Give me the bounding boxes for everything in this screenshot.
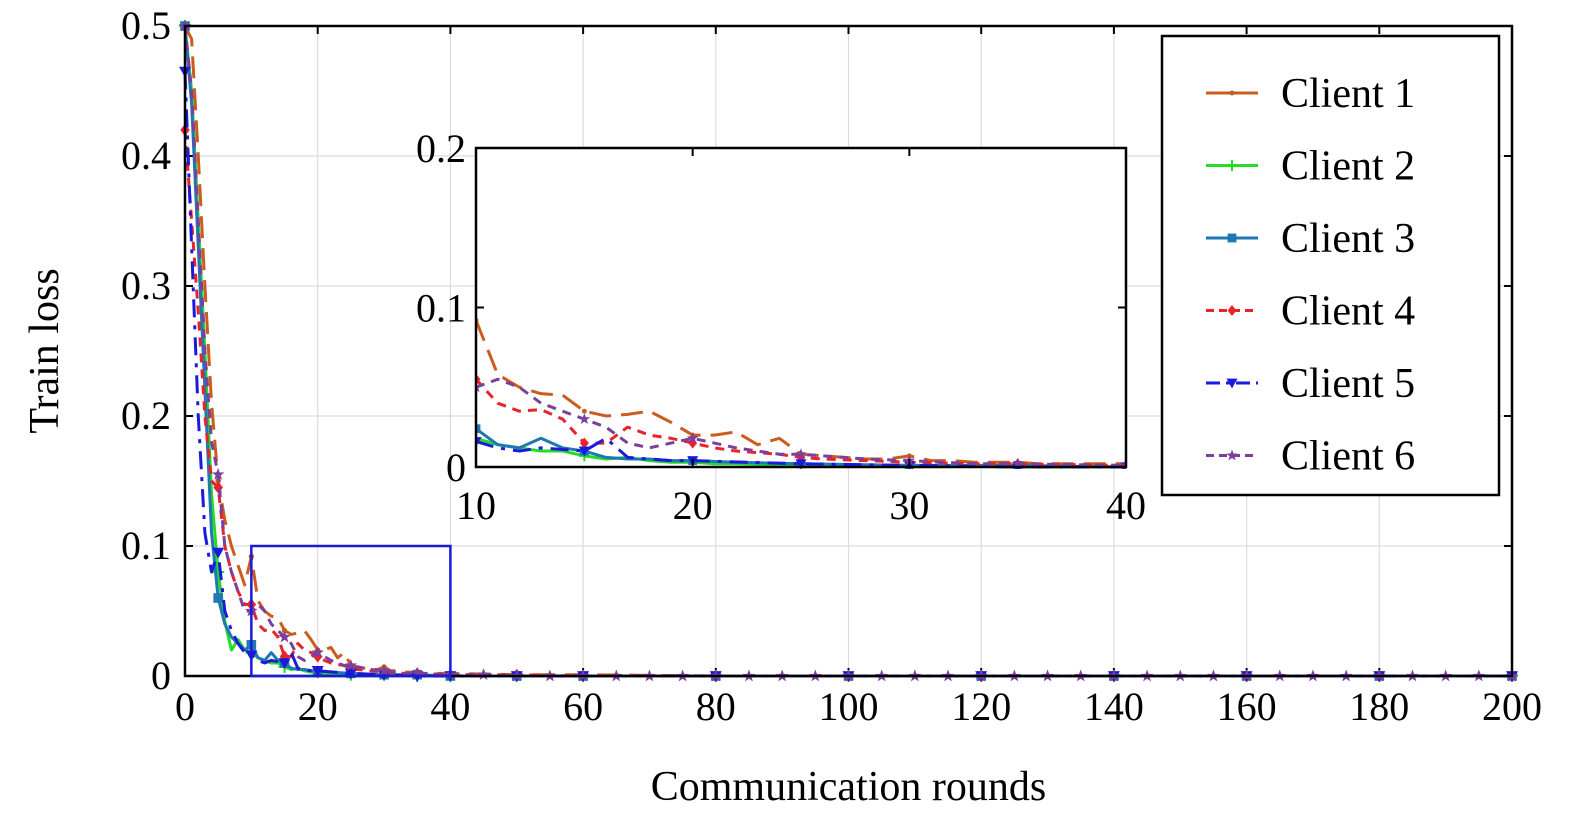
y-tick-label: 0 xyxy=(151,653,171,698)
legend-label: Client 3 xyxy=(1281,216,1415,262)
inset-x-tick-label: 40 xyxy=(1106,483,1146,528)
inset-data-point xyxy=(476,381,482,393)
x-tick-label: 40 xyxy=(430,684,470,729)
legend-item-6: Client 6 xyxy=(1206,434,1415,480)
legend-label: Client 4 xyxy=(1281,289,1415,335)
x-tick-label: 120 xyxy=(951,684,1011,729)
x-tick-label: 20 xyxy=(298,684,338,729)
data-point xyxy=(278,658,291,669)
legend-marker xyxy=(1226,378,1238,389)
inset-series-line xyxy=(476,378,1126,467)
x-tick-label: 160 xyxy=(1217,684,1277,729)
data-point xyxy=(311,646,324,658)
inset-series-line xyxy=(476,436,1126,469)
inset-series-line xyxy=(476,377,1126,467)
legend-item-4: Client 4 xyxy=(1206,289,1415,335)
x-tick-label: 140 xyxy=(1084,684,1144,729)
data-point xyxy=(213,481,223,494)
legend-label: Client 5 xyxy=(1281,361,1415,407)
data-point xyxy=(212,547,225,559)
legend-label: Client 2 xyxy=(1281,144,1415,190)
legend-label: Client 1 xyxy=(1281,71,1415,117)
inset-frame xyxy=(474,146,1128,469)
inset-data-point xyxy=(579,437,589,449)
data-point xyxy=(311,666,324,677)
y-tick-label: 0.2 xyxy=(121,393,171,438)
data-point xyxy=(477,668,490,681)
legend-box xyxy=(1160,34,1501,497)
inset-data-point xyxy=(686,432,699,444)
legend-item-3: Client 3 xyxy=(1206,216,1415,262)
inset-x-tick-label: 10 xyxy=(456,483,496,528)
data-point xyxy=(344,668,357,680)
legend-item-1: Client 1 xyxy=(1206,71,1415,117)
x-tick-label: 180 xyxy=(1349,684,1409,729)
inset-y-tick-label: 0.1 xyxy=(416,286,466,331)
y-axis-title: Train loss xyxy=(22,268,68,433)
legend-item-5: Client 5 xyxy=(1206,361,1415,407)
data-point xyxy=(278,630,291,643)
legend-marker xyxy=(1227,305,1237,316)
series-line xyxy=(183,25,1512,678)
legend-item-2: Client 2 xyxy=(1206,144,1415,190)
data-point xyxy=(213,593,223,603)
plot-frame xyxy=(183,24,1514,678)
y-tick-label: 0.4 xyxy=(121,133,171,178)
inset-data-point xyxy=(795,448,807,460)
data-point xyxy=(377,664,391,677)
y-tick-label: 0.5 xyxy=(121,3,171,48)
inset-series-6 xyxy=(476,377,1126,469)
inset-data-point xyxy=(476,437,482,447)
inset-data-point xyxy=(578,413,591,425)
inset-data-point xyxy=(581,408,587,414)
x-axis-title: Communication rounds xyxy=(651,764,1046,810)
legend-marker xyxy=(1227,233,1237,243)
data-point xyxy=(344,659,358,671)
inset-data-point xyxy=(476,424,481,434)
x-tick-label: 200 xyxy=(1482,684,1542,729)
legend-marker xyxy=(1226,449,1238,461)
data-point xyxy=(410,666,424,679)
inset-plot: 10 20 30 40 0 0.1 0.2 xyxy=(416,126,1146,528)
legend-label: Client 6 xyxy=(1281,434,1415,480)
inset-y-tick-label: 0.2 xyxy=(416,126,466,171)
y-tick-label: 0.3 xyxy=(121,263,171,308)
inset-x-tick-label: 20 xyxy=(673,483,713,528)
inset-background xyxy=(476,148,1126,467)
legend-marker xyxy=(1229,90,1235,96)
inset-data-point xyxy=(1011,457,1024,469)
legend-marker xyxy=(1226,160,1238,171)
x-tick-label: 60 xyxy=(563,684,603,729)
main-ticks: 0 20 40 60 80 100 120 140 160 180 20000.10.20.30.4… xyxy=(121,3,1542,729)
y-tick-label: 0.1 xyxy=(121,523,171,568)
zoom-region-box xyxy=(250,544,452,678)
inset-data-point xyxy=(578,446,590,457)
x-tick-label: 80 xyxy=(696,684,736,729)
inset-ticks: 10 20 30 40 0 0.1 0.2 xyxy=(416,126,1146,528)
legend: Client 1 Client 2 Client 3 Client 4 Client 5… xyxy=(1160,34,1501,497)
x-tick-label: 0 xyxy=(175,684,195,729)
x-tick-label: 100 xyxy=(819,684,879,729)
inset-y-tick-label: 0 xyxy=(446,445,466,490)
data-point xyxy=(211,467,225,480)
inset-data-point xyxy=(795,459,807,469)
inset-x-tick-label: 30 xyxy=(889,483,929,528)
